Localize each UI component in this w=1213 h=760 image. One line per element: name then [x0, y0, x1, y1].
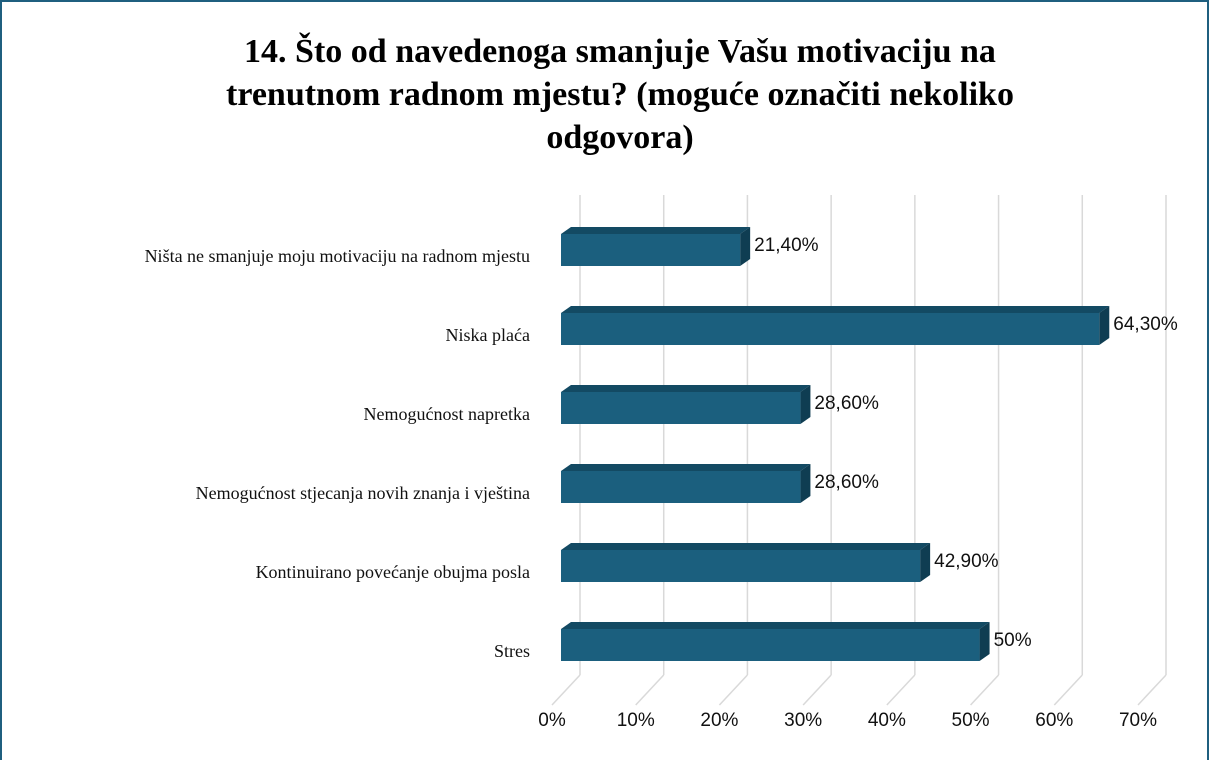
bar-top [561, 306, 1110, 313]
bar-top [561, 464, 811, 471]
bar [561, 629, 980, 661]
grid-floor-line [1137, 674, 1167, 706]
value-label: 50% [994, 630, 1032, 651]
bar-top [561, 622, 990, 629]
value-label: 42,90% [934, 551, 999, 572]
value-label: 28,60% [814, 472, 879, 493]
value-label: 28,60% [814, 393, 879, 414]
grid-floor-line [551, 674, 581, 706]
x-tick-label: 60% [1035, 710, 1073, 731]
bar-side [920, 543, 931, 582]
bar-side [1099, 306, 1110, 345]
y-tick-label: Kontinuirano povećanje obujma posla [256, 562, 530, 582]
bar [561, 234, 741, 266]
bar-side [800, 464, 811, 503]
chart-title: 14. Što od navedenoga smanjuje Vašu moti… [226, 33, 1014, 156]
x-tick-label: 10% [617, 710, 655, 731]
grid-floor-line [802, 674, 832, 706]
bar-top [561, 227, 751, 234]
bar-top [561, 543, 931, 550]
bar [561, 550, 921, 582]
grid-floor-line [1053, 674, 1083, 706]
bar-side [740, 227, 751, 266]
bar-top [561, 385, 811, 392]
x-tick-label: 30% [784, 710, 822, 731]
x-tick-label: 50% [952, 710, 990, 731]
grid-floor-line [718, 674, 748, 706]
x-tick-label: 20% [700, 710, 738, 731]
grid-floor-line [970, 674, 1000, 706]
value-label: 64,30% [1113, 314, 1178, 335]
bar-side [979, 622, 990, 661]
x-tick-label: 40% [868, 710, 906, 731]
bar [561, 471, 801, 503]
x-tick-label: 70% [1119, 710, 1157, 731]
bar-side [800, 385, 811, 424]
bar [561, 313, 1100, 345]
value-label: 21,40% [754, 235, 819, 256]
y-tick-label: Stres [494, 641, 530, 661]
y-tick-label: Nemogućnost stjecanja novih znanja i vje… [196, 483, 530, 503]
y-tick-label: Niska plaća [446, 325, 530, 345]
bar [561, 392, 801, 424]
grid-floor-line [886, 674, 916, 706]
x-tick-label: 0% [538, 710, 566, 731]
grid-floor-line [635, 674, 665, 706]
y-tick-label: Ništa ne smanjuje moju motivaciju na rad… [145, 246, 530, 266]
y-tick-label: Nemogućnost napretka [364, 404, 530, 424]
